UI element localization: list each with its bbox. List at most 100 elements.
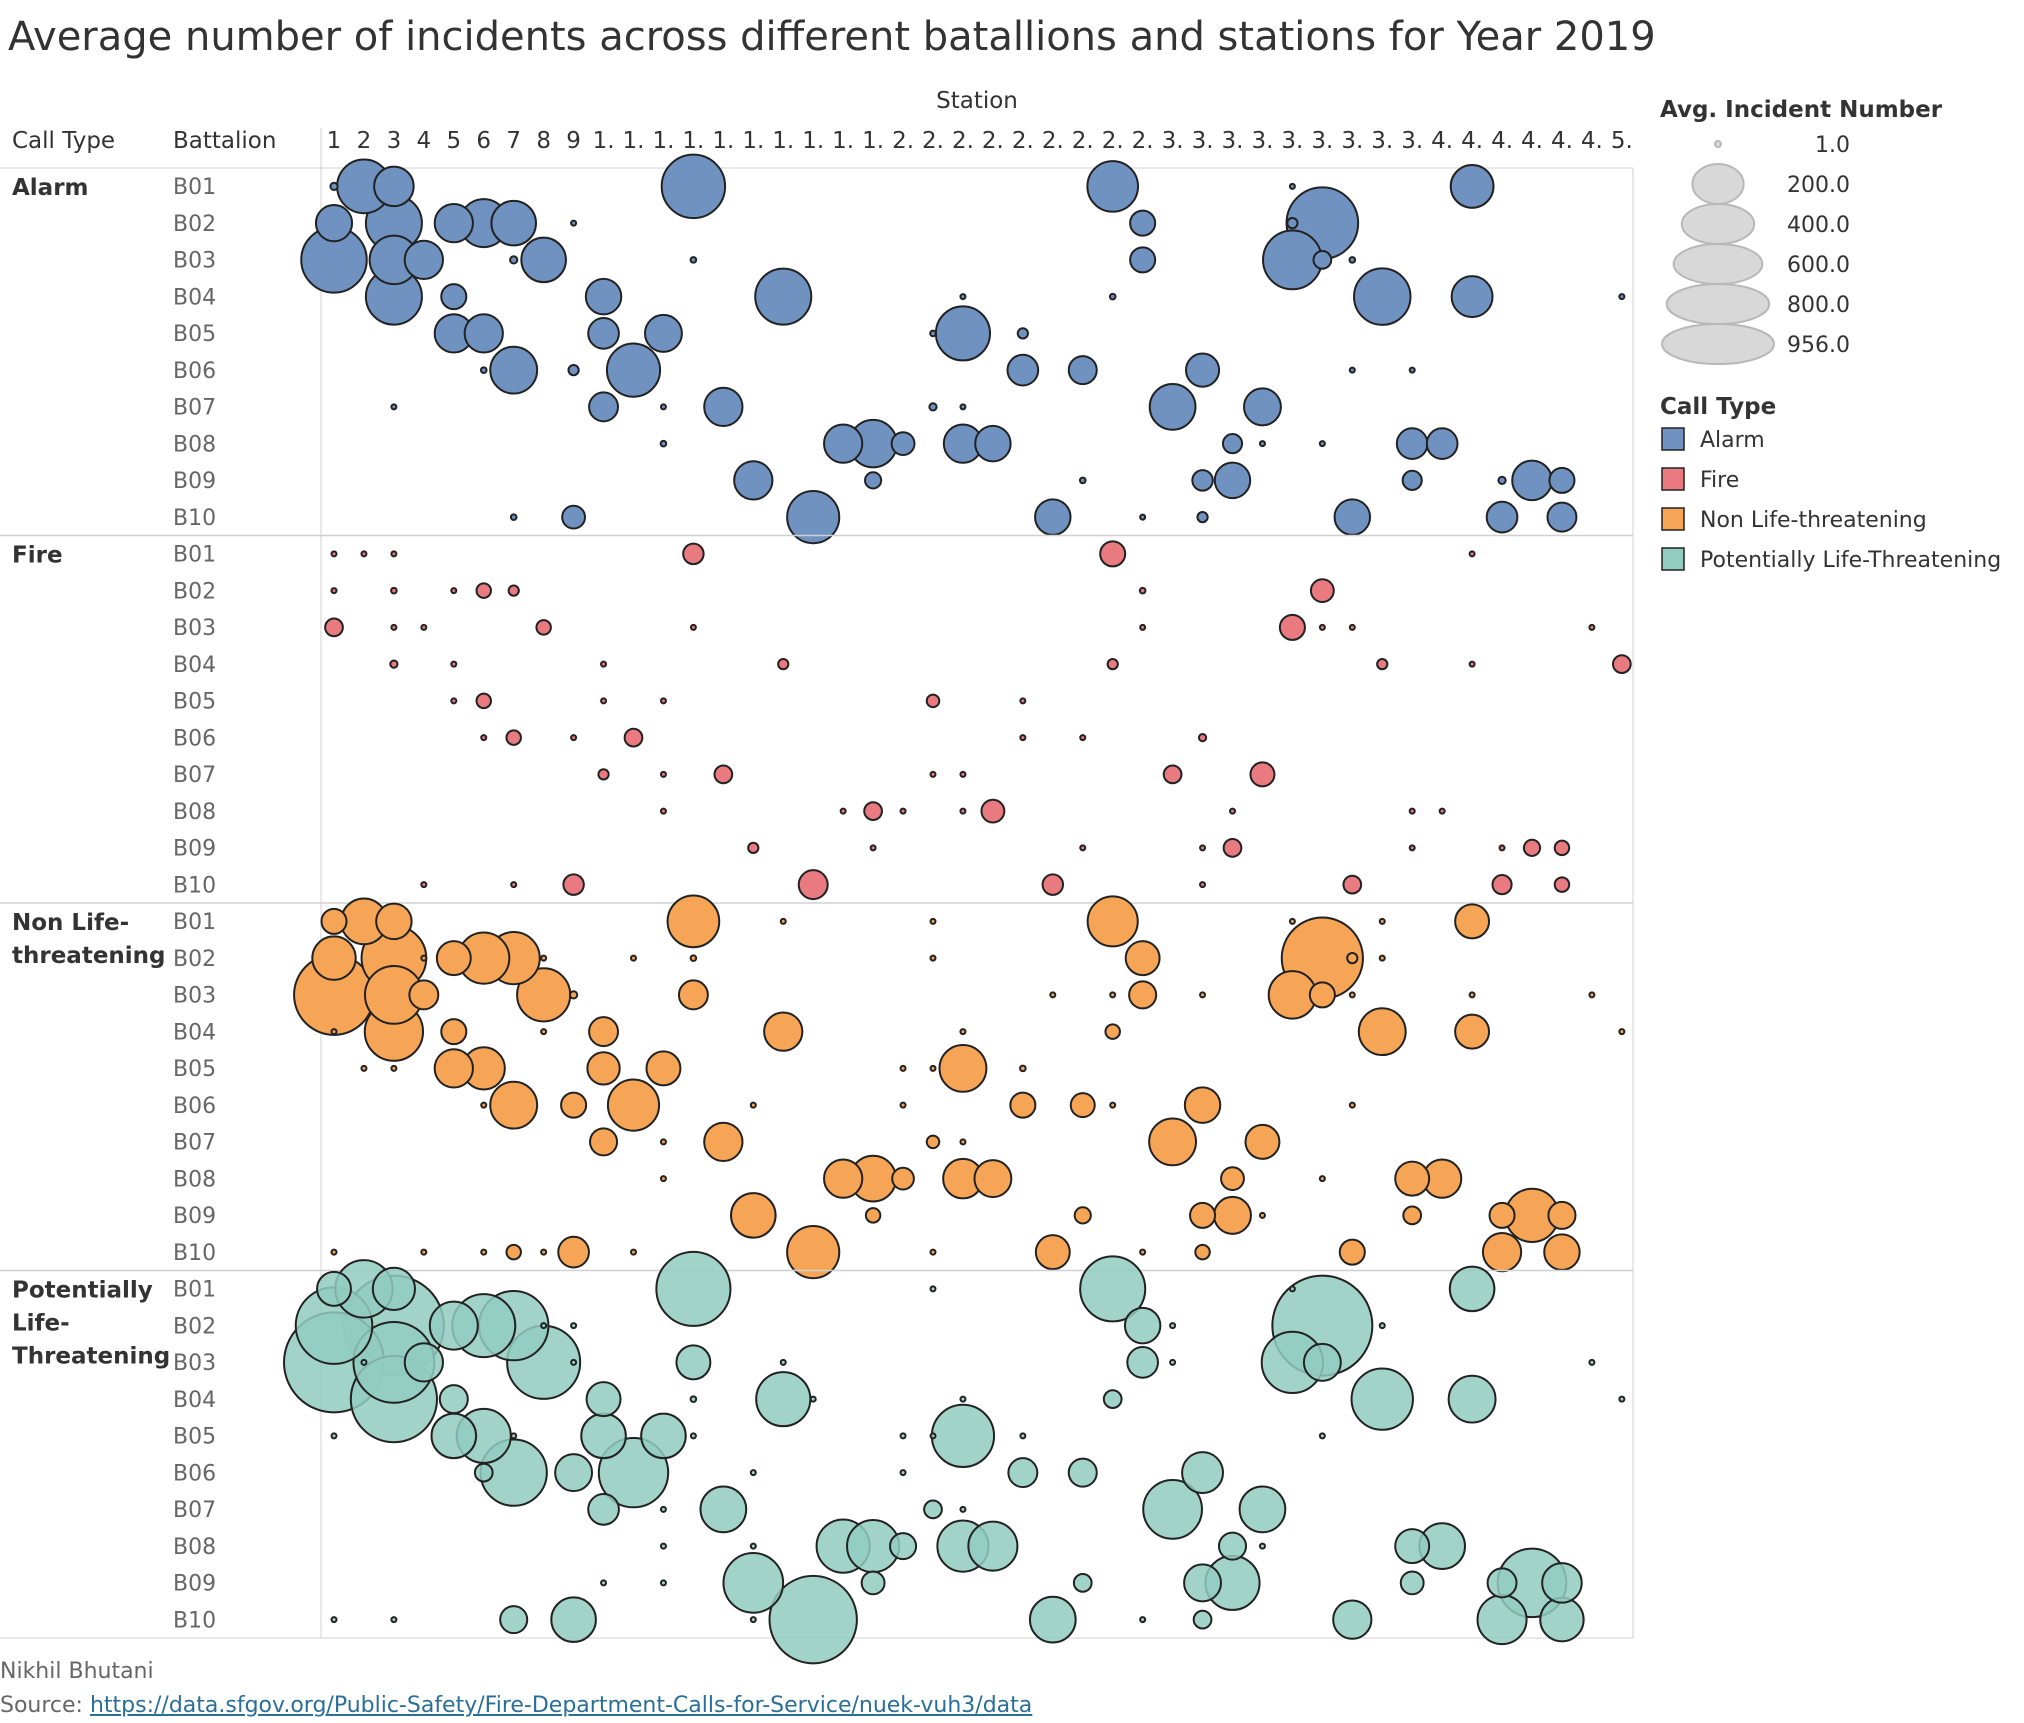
data-point bbox=[1123, 1306, 1162, 1345]
data-point bbox=[1019, 1432, 1027, 1440]
data-point bbox=[730, 1192, 777, 1239]
data-point bbox=[1618, 1395, 1626, 1403]
data-point bbox=[479, 366, 488, 374]
data-point bbox=[1450, 275, 1494, 319]
data-point bbox=[1139, 1248, 1147, 1256]
data-point bbox=[1217, 1531, 1248, 1561]
data-point bbox=[640, 1412, 687, 1460]
data-point bbox=[1183, 1563, 1222, 1603]
data-point bbox=[1498, 844, 1506, 852]
data-point bbox=[659, 1175, 667, 1183]
data-point bbox=[1378, 1322, 1386, 1330]
station-tick-label: 2. bbox=[1042, 128, 1064, 154]
station-tick-label: 3. bbox=[1192, 128, 1214, 154]
data-point bbox=[1139, 1616, 1147, 1624]
data-point bbox=[1106, 658, 1119, 671]
data-point bbox=[929, 1285, 937, 1293]
data-point bbox=[1086, 160, 1140, 213]
size-legend-label: 956.0 bbox=[1787, 333, 1850, 358]
data-point bbox=[420, 954, 428, 962]
data-point bbox=[480, 1248, 488, 1256]
station-tick-label: 2. bbox=[1132, 128, 1154, 154]
data-point bbox=[1486, 1567, 1518, 1599]
data-point bbox=[1079, 1255, 1147, 1323]
call-type-label: Non Life- bbox=[12, 910, 129, 936]
data-point bbox=[809, 1395, 817, 1403]
data-point bbox=[974, 424, 1012, 463]
station-tick-label: 9 bbox=[566, 128, 581, 154]
data-point bbox=[1485, 500, 1519, 534]
data-point bbox=[754, 267, 813, 326]
size-legend-label: 1.0 bbox=[1815, 133, 1850, 158]
data-point bbox=[1312, 250, 1333, 270]
source-link[interactable]: https://data.sfgov.org/Public-Safety/Fir… bbox=[89, 1693, 1033, 1718]
data-point bbox=[1318, 1175, 1326, 1183]
data-point bbox=[570, 1358, 578, 1366]
data-point bbox=[1139, 513, 1147, 521]
data-point bbox=[1399, 1570, 1425, 1596]
data-point bbox=[889, 1532, 918, 1561]
data-point bbox=[689, 623, 697, 631]
data-point bbox=[959, 1138, 967, 1146]
battalion-label: B06 bbox=[173, 1461, 216, 1486]
data-point bbox=[1197, 733, 1208, 743]
data-point bbox=[550, 1596, 597, 1643]
data-point bbox=[435, 940, 472, 977]
data-point bbox=[682, 542, 705, 566]
data-point bbox=[390, 623, 398, 631]
data-point bbox=[1258, 1542, 1266, 1550]
data-point bbox=[440, 1018, 468, 1046]
data-point bbox=[1408, 807, 1416, 815]
data-point bbox=[1049, 991, 1057, 999]
color-legend-label: Fire bbox=[1700, 468, 1739, 493]
station-tick-label: 2. bbox=[952, 128, 974, 154]
data-point bbox=[1449, 163, 1495, 209]
data-point bbox=[1588, 991, 1596, 999]
data-point bbox=[925, 1134, 941, 1150]
data-point bbox=[699, 1485, 748, 1534]
data-point bbox=[330, 1248, 338, 1256]
data-point bbox=[580, 1412, 627, 1460]
data-point bbox=[1288, 1285, 1296, 1293]
data-point bbox=[1611, 654, 1632, 674]
data-point bbox=[659, 1579, 667, 1587]
data-point bbox=[540, 1322, 548, 1330]
data-point bbox=[570, 219, 578, 227]
battalion-label: B09 bbox=[173, 469, 216, 494]
data-point bbox=[373, 165, 415, 208]
battalion-label: B03 bbox=[173, 984, 216, 1009]
data-point bbox=[666, 894, 721, 949]
data-point bbox=[1318, 623, 1326, 631]
data-point bbox=[330, 1432, 338, 1440]
data-point bbox=[1348, 991, 1356, 999]
data-point bbox=[899, 1064, 907, 1072]
data-point bbox=[509, 513, 518, 521]
data-point bbox=[923, 1499, 943, 1520]
data-point bbox=[786, 1225, 841, 1280]
data-point bbox=[570, 734, 578, 742]
battalion-label: B04 bbox=[173, 1388, 216, 1413]
station-tick-label: 1. bbox=[772, 128, 794, 154]
data-point bbox=[1086, 895, 1139, 948]
size-legend-swatch bbox=[1661, 323, 1775, 365]
battalion-label: B04 bbox=[173, 653, 216, 678]
data-point bbox=[1181, 1451, 1225, 1495]
data-point bbox=[438, 1384, 469, 1415]
data-point bbox=[314, 204, 354, 243]
data-point bbox=[1258, 1211, 1266, 1219]
data-point bbox=[463, 313, 504, 354]
data-point bbox=[1199, 991, 1207, 999]
data-point bbox=[839, 807, 847, 815]
data-point bbox=[1308, 981, 1336, 1009]
data-point bbox=[959, 403, 967, 411]
battalion-label: B01 bbox=[173, 543, 216, 568]
data-point bbox=[562, 873, 585, 896]
battalion-label: B10 bbox=[173, 506, 216, 531]
station-tick-label: 4. bbox=[1431, 128, 1453, 154]
battalion-label: B08 bbox=[173, 1535, 216, 1560]
data-point bbox=[929, 1064, 937, 1072]
call-type-header: Call Type bbox=[12, 128, 115, 154]
data-point bbox=[510, 881, 518, 889]
data-point bbox=[1109, 1101, 1117, 1109]
data-point bbox=[535, 619, 552, 636]
